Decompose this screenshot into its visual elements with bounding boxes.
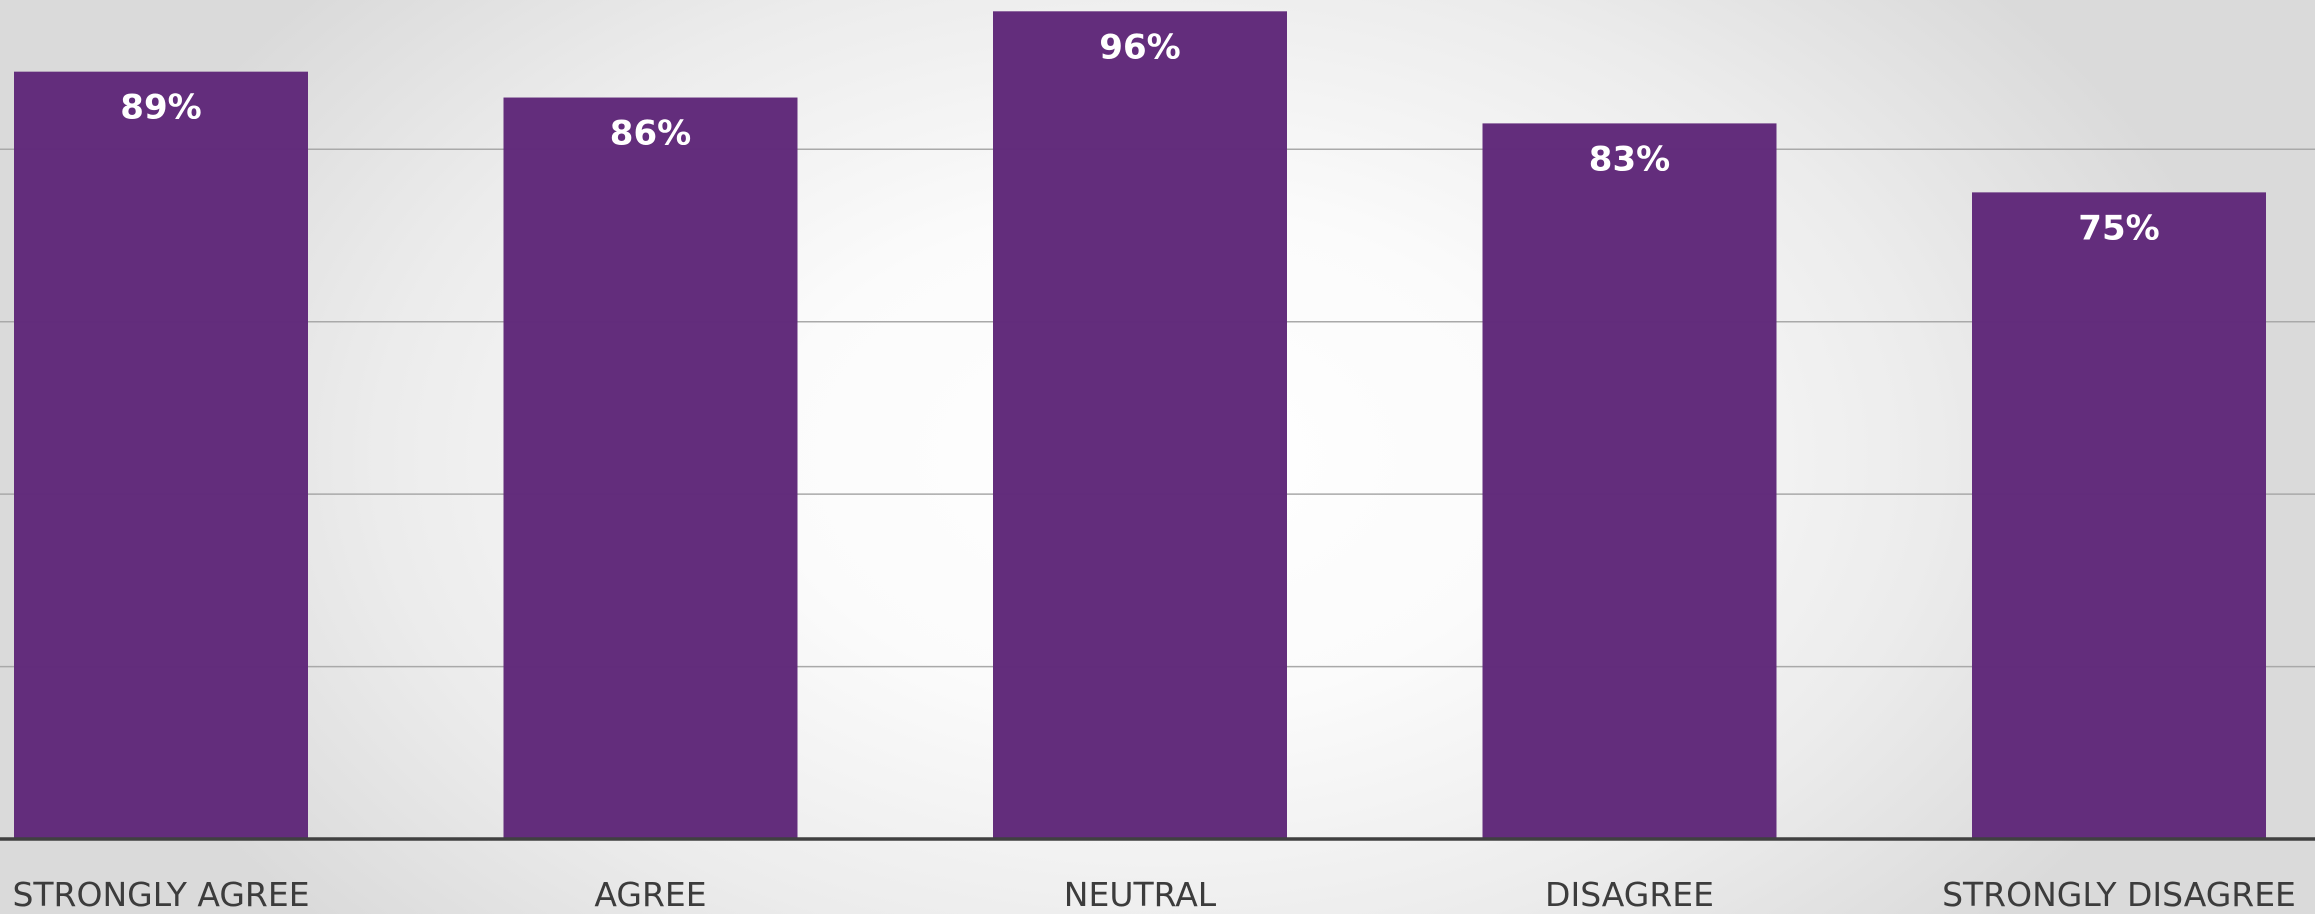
bar <box>14 71 308 840</box>
bar <box>503 97 798 839</box>
bar-value-label: 96% <box>1099 27 1180 67</box>
bar <box>1972 192 2266 840</box>
bar-value-label: 75% <box>2078 208 2159 248</box>
bars <box>14 11 2266 840</box>
x-tick-label: STRONGLY AGREE <box>12 875 309 914</box>
bar <box>993 11 1287 840</box>
x-axis-tick-labels: STRONGLY AGREE AGREE NEUTRAL DISAGREE STRONG… <box>12 875 2295 914</box>
x-tick-label: STRONGLY DISAGREE <box>1942 875 2296 914</box>
x-tick-label: NEUTRAL <box>1064 875 1217 914</box>
bar-value-label: 89% <box>120 88 201 128</box>
x-tick-label: AGREE <box>594 875 706 914</box>
x-tick-label: DISAGREE <box>1545 875 1714 914</box>
bar-value-label: 83% <box>1589 139 1670 179</box>
bar-value-label: 86% <box>610 114 691 154</box>
bar <box>1482 123 1777 839</box>
data-labels: 89% 86% 96% 83% 75% <box>120 27 2159 248</box>
